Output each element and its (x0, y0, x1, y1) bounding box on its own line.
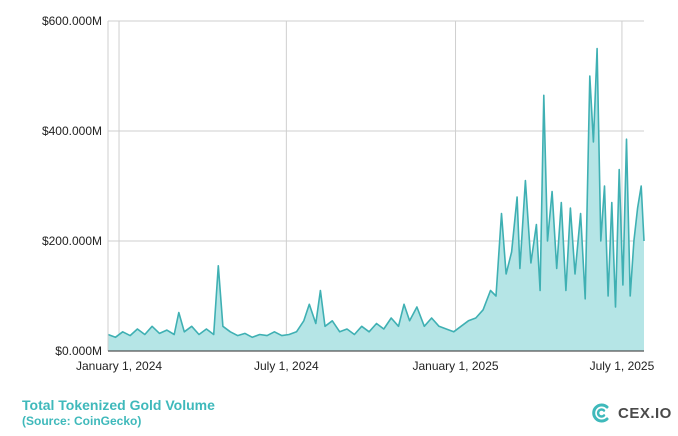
series-area (108, 48, 644, 351)
chart-footer-title: Total Tokenized Gold Volume (22, 397, 215, 413)
series-line (107, 47, 645, 339)
axes (107, 21, 644, 352)
x-tick-label: July 1, 2024 (254, 359, 319, 373)
x-tick-label: July 1, 2025 (590, 359, 655, 373)
x-tick-labels: January 1, 2024 July 1, 2024 January 1, 20… (76, 359, 655, 373)
series-layer (107, 47, 645, 351)
y-tick-label: $0.000M (55, 344, 102, 358)
x-tick-label: January 1, 2024 (76, 359, 162, 373)
brand-name: CEX.IO (618, 404, 672, 422)
chart-source-note: (Source: CoinGecko) (22, 414, 142, 428)
x-tick-label: January 1, 2025 (412, 359, 498, 373)
y-tick-label: $600.000M (42, 14, 102, 28)
y-tick-label: $400.000M (42, 124, 102, 138)
brand-logo: CEX.IO (590, 402, 672, 424)
y-tick-label: $200.000M (42, 234, 102, 248)
cex-io-logo-icon (592, 403, 609, 423)
y-tick-labels: $0.000M $200.000M $400.000M $600.000M (42, 14, 102, 358)
